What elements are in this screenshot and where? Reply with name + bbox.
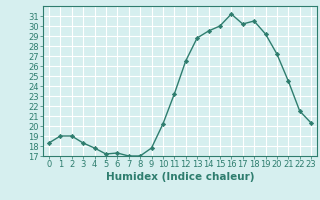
X-axis label: Humidex (Indice chaleur): Humidex (Indice chaleur) (106, 172, 254, 182)
